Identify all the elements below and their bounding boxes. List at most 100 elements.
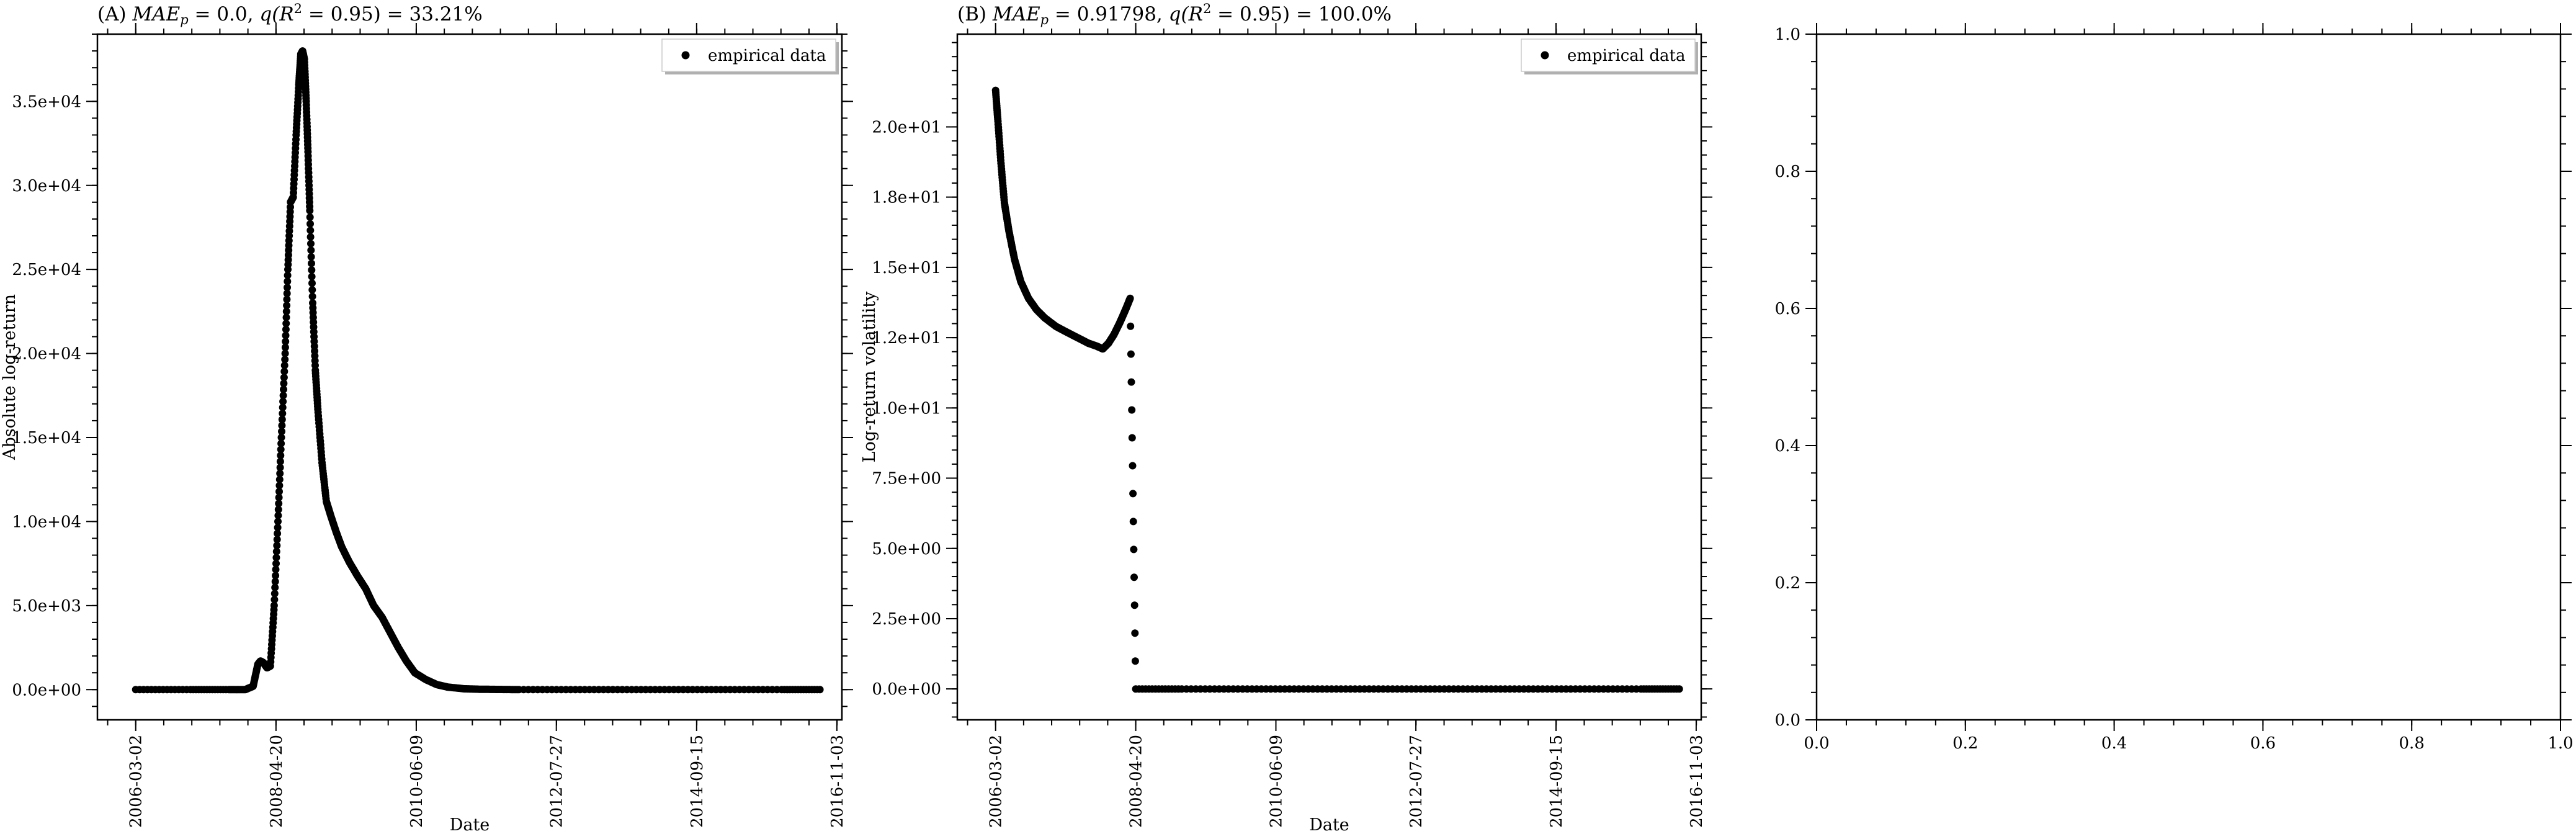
x-tick-label: 0.2 — [1952, 734, 1978, 753]
x-tick-label: 2010-06-09 — [408, 735, 426, 828]
data-point — [275, 488, 283, 496]
data-point — [306, 227, 315, 235]
data-point — [280, 379, 288, 387]
data-point — [275, 493, 283, 501]
y-tick-label: 1.0e+04 — [12, 513, 81, 531]
x-tick-label: 2012-07-27 — [1407, 735, 1426, 828]
data-point — [282, 331, 290, 339]
y-tick-label: 0.4 — [1775, 437, 1800, 455]
x-tick-label: 2006-03-02 — [987, 735, 1006, 828]
x-axis-title: Date — [450, 815, 490, 835]
title-r-exp: 2 — [1203, 1, 1211, 16]
data-point — [1131, 657, 1139, 665]
data-point — [272, 560, 280, 568]
data-point — [272, 565, 280, 573]
data-point — [275, 475, 284, 483]
data-point — [272, 572, 280, 580]
data-point — [284, 277, 292, 285]
y-axis: 0.0e+00 5.0e+03 1.0e+04 1.5e+04 2.0e+04 2.5e+… — [12, 34, 853, 707]
data-point — [284, 284, 291, 292]
data-point — [276, 457, 284, 465]
data-point — [282, 325, 290, 333]
legend-box — [1521, 38, 1696, 72]
y-tick-label: 2.5e+04 — [12, 261, 81, 279]
legend: empirical data — [1521, 38, 1698, 74]
data-point — [278, 421, 286, 429]
y-tick-label: 5.0e+00 — [872, 540, 941, 559]
data-point — [277, 434, 285, 441]
x-axis: 0.0 0.2 0.4 0.6 0.8 1.0 — [1804, 23, 2574, 753]
y-tick-label: 0.0 — [1775, 711, 1800, 730]
data-point — [1127, 350, 1135, 358]
y-tick-label: 2.0e+04 — [12, 345, 81, 364]
data-point — [283, 302, 291, 310]
x-tick-label: 2016-11-03 — [828, 735, 847, 828]
title-r: R — [279, 3, 293, 25]
title-mae-value: = 0.0, — [189, 3, 260, 25]
title-q-value: = 0.95) = 33.21% — [302, 3, 483, 25]
x-tick-label: 0.8 — [2399, 734, 2425, 753]
data-point — [1129, 518, 1137, 526]
y-tick-label: 1.2e+01 — [872, 329, 941, 348]
data-point — [816, 686, 824, 694]
y-axis: 0.0 0.2 0.4 0.6 0.8 1.0 — [1775, 25, 2572, 730]
data-point — [308, 272, 316, 280]
data-point — [282, 338, 290, 346]
x-tick-label: 0.0 — [1804, 734, 1829, 753]
data-point — [306, 220, 314, 228]
y-tick-label: 0.0e+00 — [872, 680, 941, 699]
y-tick-label: 3.0e+04 — [12, 177, 81, 195]
x-tick-label: 2008-04-20 — [1127, 735, 1146, 828]
data-point — [284, 271, 292, 279]
title-mae: MAE — [132, 3, 180, 25]
data-point — [271, 583, 279, 591]
legend-box — [661, 38, 836, 72]
title-mae-value: = 0.91798, — [1049, 3, 1169, 25]
title-sub: p — [1040, 12, 1049, 27]
data-point — [306, 207, 314, 215]
data-point — [277, 452, 285, 459]
title-r-exp: 2 — [294, 1, 302, 16]
data-point — [1128, 406, 1136, 414]
x-tick-label: 2006-03-02 — [127, 735, 146, 828]
data-point — [274, 511, 282, 519]
data-point — [1131, 629, 1139, 637]
data-point — [271, 590, 279, 598]
data-point — [279, 410, 287, 418]
title-q-value: = 0.95) = 100.0% — [1211, 3, 1392, 25]
data-point — [279, 392, 287, 400]
x-axis: 2006-03-02 2008-04-20 2010-06-09 2012-07-27… — [107, 23, 847, 828]
data-point — [308, 259, 315, 267]
y-tick-label: 7.5e+00 — [872, 470, 941, 488]
y-tick-label: 0.2 — [1775, 574, 1800, 593]
data-point — [1129, 462, 1137, 470]
data-point — [271, 578, 279, 586]
data-point — [270, 601, 278, 609]
y-axis-title: Log-return volatility — [860, 291, 879, 462]
x-tick-label: 2014-09-15 — [1547, 735, 1566, 828]
data-point — [282, 307, 290, 315]
data-point — [280, 361, 288, 369]
data-point — [273, 536, 281, 544]
data-point — [279, 403, 287, 411]
title-sub: p — [180, 12, 188, 27]
data-point — [271, 596, 279, 604]
y-tick-label: 3.5e+04 — [12, 92, 81, 111]
data-point — [1130, 573, 1138, 581]
title-q: q( — [259, 3, 280, 25]
data-point — [282, 313, 290, 321]
data-point — [280, 385, 287, 393]
panel-title: (A) MAEp = 0.0, q(R2 = 0.95) = 33.21% — [97, 1, 483, 27]
data-point — [281, 356, 289, 364]
data-point — [306, 233, 315, 241]
y-tick-label: 0.6 — [1775, 300, 1800, 318]
x-tick-label: 1.0 — [2547, 734, 2573, 753]
data-points — [132, 47, 824, 694]
x-axis-title: Date — [1309, 815, 1349, 835]
plot-frame — [956, 33, 1702, 721]
data-point — [308, 266, 316, 274]
legend-label: empirical data — [708, 47, 826, 65]
data-point — [274, 524, 282, 532]
data-point — [306, 213, 314, 221]
